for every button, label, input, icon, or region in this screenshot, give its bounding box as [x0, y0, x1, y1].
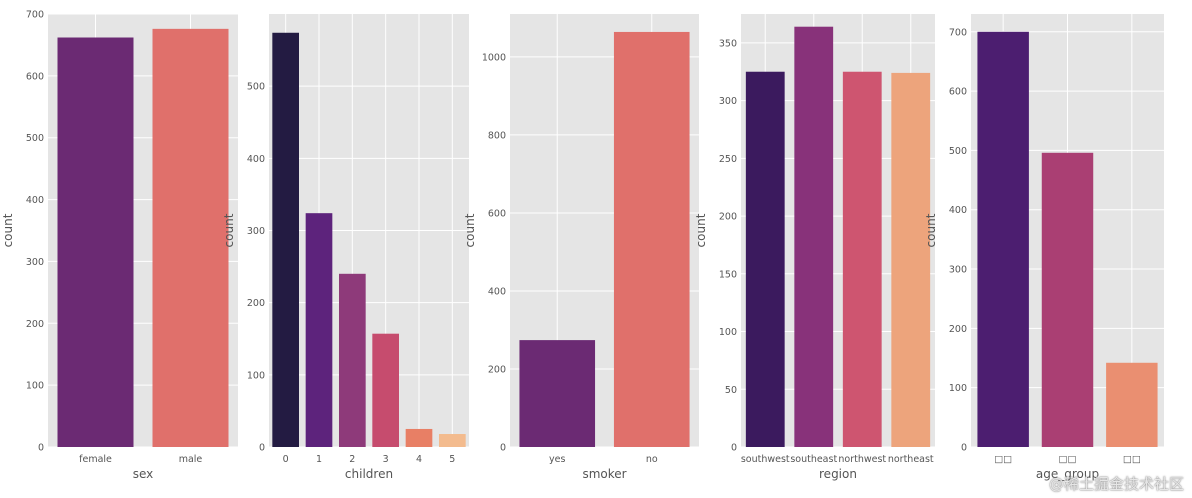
- bar-2-5: [439, 434, 466, 447]
- y-tick-label-4-1: 50: [725, 385, 737, 396]
- bar-3-1: [613, 31, 690, 447]
- y-tick-label-2-1: 100: [247, 370, 265, 381]
- x-tick-label-3-1: no: [646, 454, 658, 465]
- y-axis-label-5: count: [924, 213, 938, 247]
- y-tick-label-4-7: 350: [719, 38, 737, 49]
- y-tick-label-5-2: 200: [949, 324, 967, 335]
- x-axis-label-1: sex: [133, 467, 154, 481]
- y-tick-label-1-0: 0: [38, 443, 44, 454]
- y-tick-label-1-6: 600: [26, 71, 44, 82]
- bar-1-0: [57, 37, 134, 448]
- x-tick-label-5-0: □□: [994, 454, 1012, 465]
- x-axis-label-5: age_group: [1036, 467, 1099, 481]
- watermark-text: @稀土掘金技术社区: [1048, 475, 1184, 493]
- y-tick-label-2-0: 0: [259, 443, 265, 454]
- y-tick-label-3-0: 0: [500, 443, 506, 454]
- x-tick-label-3-0: yes: [549, 454, 565, 465]
- y-tick-label-3-5: 1000: [482, 52, 506, 63]
- y-tick-label-4-3: 150: [719, 269, 737, 280]
- y-tick-label-2-5: 500: [247, 82, 265, 93]
- y-tick-label-3-4: 800: [488, 130, 506, 141]
- x-tick-label-4-0: southwest: [741, 454, 790, 465]
- x-axis-label-4: region: [819, 467, 857, 481]
- x-tick-label-1-1: male: [179, 454, 203, 465]
- y-axis-label-3: count: [463, 213, 477, 247]
- y-tick-label-3-1: 200: [488, 364, 506, 375]
- y-tick-label-1-7: 700: [26, 10, 44, 21]
- y-tick-label-4-6: 300: [719, 96, 737, 107]
- bar-2-4: [405, 428, 433, 447]
- bar-4-3: [891, 72, 931, 447]
- x-tick-label-1-0: female: [79, 454, 112, 465]
- y-axis-label-2: count: [222, 213, 236, 247]
- bar-5-0: [977, 31, 1029, 447]
- y-tick-label-1-1: 100: [26, 381, 44, 392]
- x-tick-label-4-1: southeast: [790, 454, 837, 465]
- y-axis-label-1: count: [1, 213, 15, 247]
- y-tick-label-1-3: 300: [26, 257, 44, 268]
- bar-5-1: [1041, 152, 1094, 448]
- bar-3-0: [519, 340, 596, 447]
- x-axis-label-2: children: [345, 467, 393, 481]
- x-tick-label-2-1: 1: [316, 454, 322, 465]
- y-tick-label-5-0: 0: [961, 443, 967, 454]
- x-tick-label-5-2: □□: [1123, 454, 1141, 465]
- y-tick-label-4-4: 200: [719, 212, 737, 223]
- bar-2-2: [339, 273, 366, 447]
- y-tick-label-5-5: 500: [949, 146, 967, 157]
- bar-4-1: [794, 26, 834, 448]
- y-tick-label-4-0: 0: [731, 443, 737, 454]
- y-tick-label-5-3: 300: [949, 265, 967, 276]
- bar-1-1: [152, 28, 229, 448]
- x-tick-label-2-2: 2: [349, 454, 355, 465]
- x-tick-label-2-0: 0: [283, 454, 289, 465]
- y-tick-label-1-4: 400: [26, 195, 44, 206]
- bar-2-1: [305, 213, 333, 447]
- y-tick-label-1-2: 200: [26, 319, 44, 330]
- x-tick-label-4-3: northeast: [888, 454, 934, 465]
- y-tick-label-2-2: 200: [247, 298, 265, 309]
- bar-2-3: [372, 333, 399, 447]
- y-tick-label-2-3: 300: [247, 226, 265, 237]
- y-tick-label-5-1: 100: [949, 383, 967, 394]
- y-tick-label-4-5: 250: [719, 154, 737, 165]
- x-tick-label-2-3: 3: [383, 454, 389, 465]
- bar-4-2: [842, 71, 882, 447]
- x-tick-label-4-2: northwest: [838, 454, 886, 465]
- x-tick-label-5-1: □□: [1059, 454, 1077, 465]
- bar-2-0: [272, 32, 299, 447]
- y-tick-label-4-2: 100: [719, 327, 737, 338]
- x-tick-label-2-4: 4: [416, 454, 422, 465]
- y-tick-label-5-6: 600: [949, 87, 967, 98]
- y-tick-label-5-7: 700: [949, 27, 967, 38]
- bar-5-2: [1106, 362, 1158, 447]
- y-tick-label-5-4: 400: [949, 205, 967, 216]
- y-tick-label-1-5: 500: [26, 133, 44, 144]
- y-tick-label-2-4: 400: [247, 154, 265, 165]
- bar-4-0: [745, 71, 785, 447]
- x-axis-label-3: smoker: [582, 467, 626, 481]
- y-axis-label-4: count: [694, 213, 708, 247]
- x-tick-label-2-5: 5: [449, 454, 455, 465]
- y-tick-label-3-2: 400: [488, 286, 506, 297]
- y-tick-label-3-3: 600: [488, 208, 506, 219]
